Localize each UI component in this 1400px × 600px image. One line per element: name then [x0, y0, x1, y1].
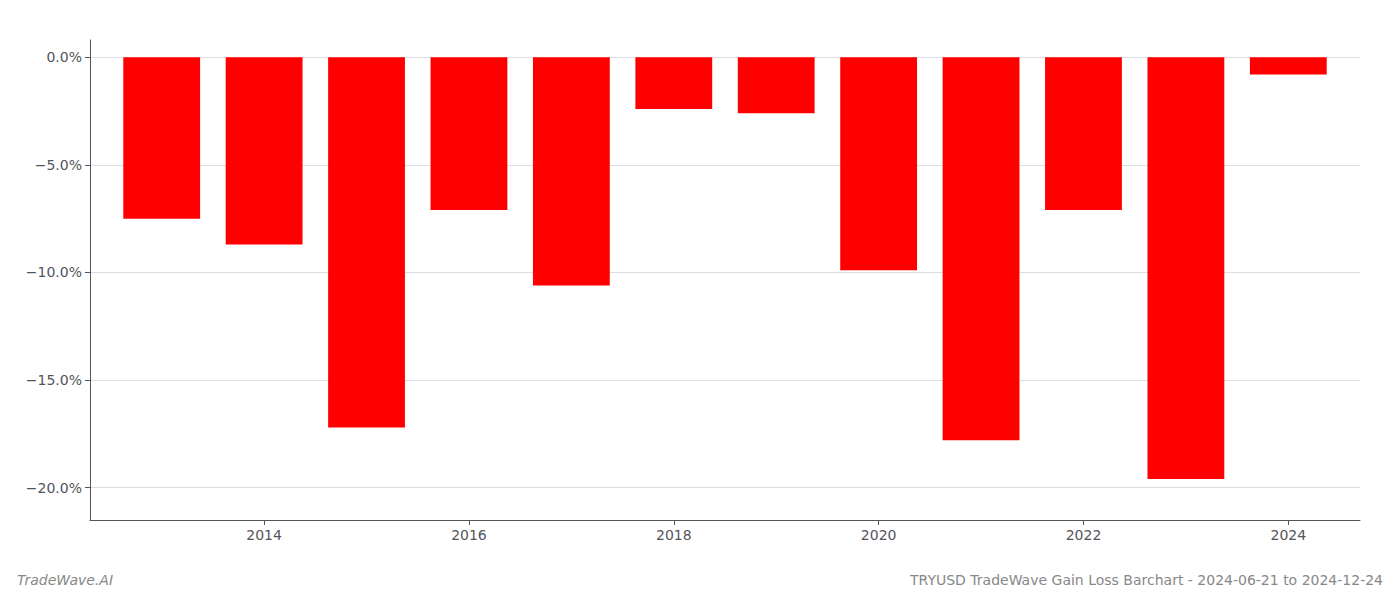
svg-text:TRYUSD TradeWave Gain Loss Bar: TRYUSD TradeWave Gain Loss Barchart - 20… [909, 572, 1383, 588]
svg-text:−5.0%: −5.0% [35, 157, 82, 173]
svg-text:TradeWave.AI: TradeWave.AI [17, 572, 113, 588]
svg-text:2014: 2014 [246, 527, 282, 543]
svg-text:−20.0%: −20.0% [26, 480, 82, 496]
svg-text:2022: 2022 [1066, 527, 1102, 543]
svg-text:−15.0%: −15.0% [26, 372, 82, 388]
svg-text:2016: 2016 [451, 527, 487, 543]
svg-text:2020: 2020 [861, 527, 897, 543]
svg-text:0.0%: 0.0% [46, 49, 82, 65]
svg-text:2024: 2024 [1270, 527, 1306, 543]
svg-text:−10.0%: −10.0% [26, 264, 82, 280]
svg-text:2018: 2018 [656, 527, 692, 543]
